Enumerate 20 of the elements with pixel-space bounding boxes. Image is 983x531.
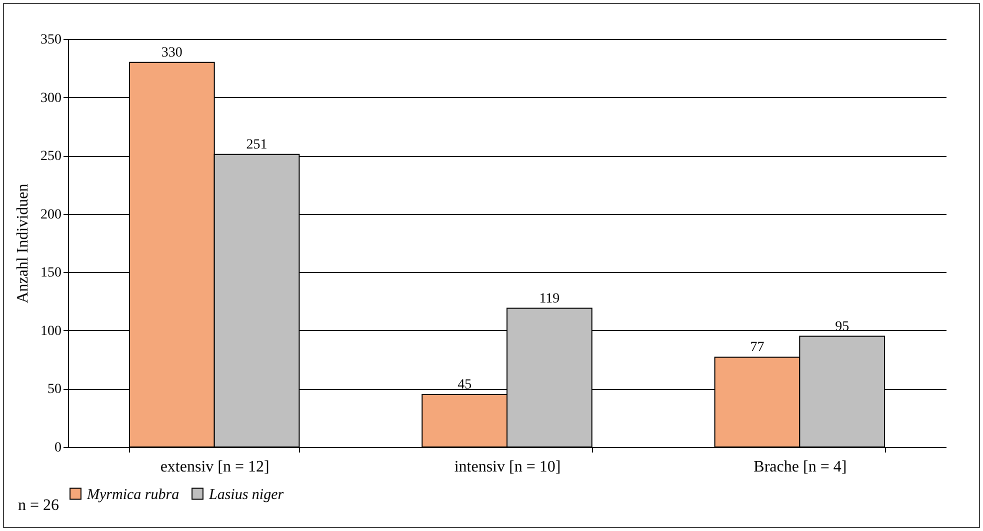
data-label: 77 [750, 340, 764, 356]
x-tick-label: Brache [n = 4] [754, 458, 847, 476]
y-tick-label: 150 [40, 266, 62, 281]
legend-label: Lasius niger [208, 486, 284, 503]
data-label: 330 [161, 45, 182, 60]
y-tick-label: 300 [40, 90, 62, 106]
y-tick-label: 350 [40, 32, 62, 48]
y-tick-label: 0 [54, 440, 62, 456]
data-label: 251 [246, 137, 268, 152]
y-tick-label: 200 [40, 207, 62, 222]
y-tick-label: 50 [48, 382, 62, 398]
legend-label: Myrmica rubra [86, 486, 180, 503]
x-tick-label: intensiv [n = 10] [454, 458, 561, 476]
y-tick-label: 250 [40, 149, 62, 164]
text: n = 26 [18, 497, 60, 515]
data-label: 119 [539, 291, 560, 306]
y-axis-title: Anzahl Individuen [14, 184, 32, 304]
x-tick-label: extensiv [n = 12] [160, 458, 270, 476]
y-tick-label: 100 [40, 324, 62, 339]
data-label: 45 [458, 378, 472, 393]
